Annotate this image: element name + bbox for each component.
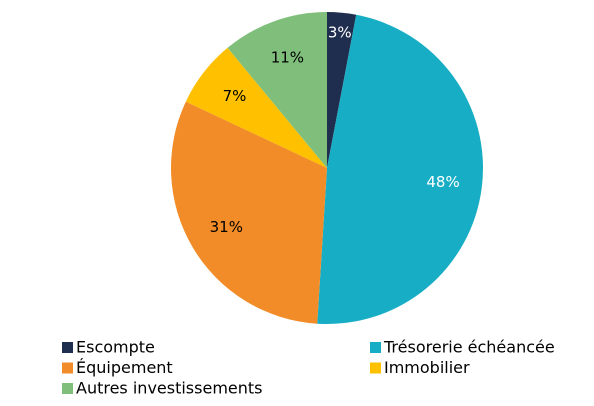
pie-slice: [227, 12, 327, 168]
legend-label: Équipement: [76, 358, 173, 377]
data-label: 3%: [328, 23, 352, 41]
pie-slice: [171, 101, 327, 324]
legend-swatch: [62, 383, 73, 394]
legend-swatch: [370, 342, 381, 353]
pie-slice: [317, 14, 483, 325]
legend-swatch: [62, 342, 73, 353]
legend-label: Immobilier: [384, 358, 470, 377]
data-label: 31%: [210, 218, 243, 236]
data-label: 48%: [426, 173, 459, 191]
pie-slice: [327, 12, 357, 168]
pie-slice: [185, 47, 327, 168]
data-label: 11%: [271, 48, 304, 66]
legend-label: Autres investissements: [76, 379, 263, 398]
legend-label: Trésorerie échéancée: [383, 338, 555, 357]
legend-swatch: [62, 362, 73, 374]
legend-swatch: [370, 362, 381, 374]
data-label: 7%: [223, 87, 247, 105]
legend-label: Escompte: [76, 338, 155, 357]
